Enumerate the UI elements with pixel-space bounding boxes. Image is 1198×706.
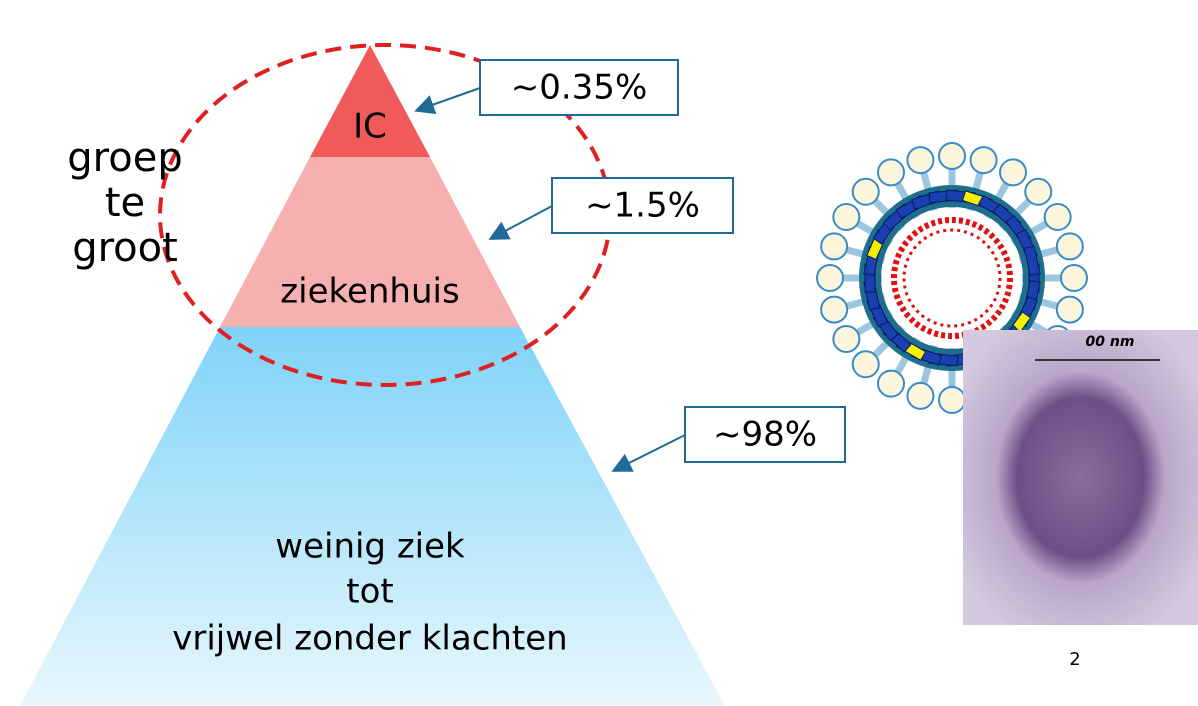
layer-label: weinig ziek bbox=[275, 527, 465, 567]
layer-label: vrijwel zonder klachten bbox=[172, 619, 567, 659]
spike-head bbox=[969, 146, 998, 175]
scale-label: 00 nm bbox=[1086, 334, 1135, 350]
rna bbox=[891, 217, 1013, 339]
spike-head bbox=[938, 386, 966, 414]
spike-head bbox=[1060, 264, 1088, 292]
spike-head bbox=[877, 158, 905, 187]
spike-head bbox=[999, 158, 1027, 187]
spike-head bbox=[877, 369, 905, 398]
spike-head bbox=[906, 146, 935, 175]
callout-text: ~98% bbox=[713, 415, 817, 455]
layer-label: IC bbox=[353, 107, 387, 147]
side-label-line: te bbox=[105, 180, 145, 226]
page-number: 2 bbox=[1069, 649, 1080, 670]
side-label-line: groot bbox=[72, 225, 178, 271]
spike-head bbox=[1055, 232, 1084, 261]
callout-arrow bbox=[414, 87, 481, 115]
rna-inner bbox=[902, 228, 1002, 328]
micrograph bbox=[963, 330, 1198, 625]
spike-head bbox=[1055, 295, 1084, 324]
layer-label: tot bbox=[346, 572, 393, 612]
callout-arrow bbox=[611, 434, 686, 472]
callout-text: ~0.35% bbox=[511, 68, 648, 108]
spike-head bbox=[851, 177, 880, 206]
callout-box bbox=[684, 406, 846, 463]
layer-label: ziekenhuis bbox=[280, 272, 459, 312]
callout-box bbox=[479, 59, 679, 116]
pyramid-labels: IC ~0.35% ziekenhuis ~1.5% weinig ziek tot vri… bbox=[172, 59, 846, 659]
pyramid-top bbox=[310, 45, 430, 157]
spike-head bbox=[820, 295, 849, 324]
spike-head bbox=[820, 232, 849, 261]
side-label-line: groep bbox=[67, 135, 182, 181]
spike-head bbox=[938, 142, 966, 170]
spike-head bbox=[1024, 177, 1053, 206]
callout-box bbox=[551, 177, 734, 234]
spike-head bbox=[906, 381, 935, 410]
protein bbox=[1023, 245, 1041, 277]
callout-arrow bbox=[488, 205, 553, 240]
spike-head bbox=[832, 325, 861, 353]
callout-text: ~1.5% bbox=[585, 186, 700, 226]
pyramid-middle bbox=[220, 157, 520, 327]
spike-head bbox=[851, 350, 880, 379]
spike-head bbox=[816, 264, 844, 292]
spike-head bbox=[832, 203, 861, 231]
pyramid-base bbox=[20, 327, 725, 706]
spike-head bbox=[1043, 203, 1072, 231]
